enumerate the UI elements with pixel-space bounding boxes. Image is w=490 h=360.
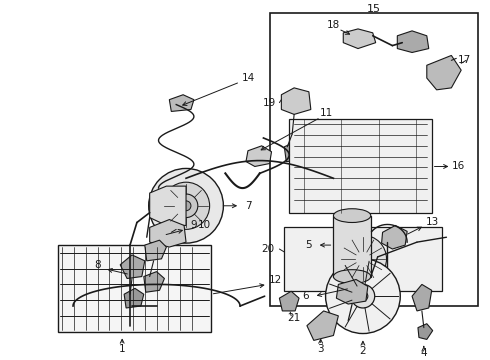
Text: 5: 5 — [306, 240, 312, 250]
Polygon shape — [124, 288, 144, 308]
Text: 14: 14 — [241, 73, 255, 83]
Text: 2: 2 — [360, 346, 366, 356]
Text: 7: 7 — [245, 201, 251, 211]
Text: 20: 20 — [261, 244, 274, 254]
Text: 4: 4 — [420, 348, 427, 358]
Text: 13: 13 — [426, 216, 440, 226]
Circle shape — [163, 182, 210, 229]
Text: 17: 17 — [458, 55, 471, 66]
Circle shape — [351, 284, 375, 308]
Ellipse shape — [333, 270, 371, 283]
Polygon shape — [337, 279, 368, 304]
Circle shape — [174, 194, 198, 217]
Text: 19: 19 — [263, 98, 276, 108]
Text: 6: 6 — [303, 291, 309, 301]
Circle shape — [358, 291, 368, 301]
Text: 3: 3 — [318, 344, 324, 354]
Polygon shape — [284, 142, 304, 162]
Circle shape — [325, 259, 400, 333]
Circle shape — [181, 201, 191, 211]
Polygon shape — [144, 272, 165, 292]
Polygon shape — [343, 29, 376, 49]
Polygon shape — [120, 255, 145, 279]
Bar — [284, 228, 441, 291]
Polygon shape — [382, 225, 407, 249]
Polygon shape — [170, 95, 194, 112]
Circle shape — [340, 235, 387, 283]
Text: 15: 15 — [367, 4, 381, 14]
Text: 1: 1 — [119, 344, 125, 354]
Text: 8: 8 — [94, 260, 101, 270]
Polygon shape — [246, 146, 271, 166]
Text: 12: 12 — [269, 275, 282, 285]
Text: 10: 10 — [198, 220, 211, 230]
Polygon shape — [307, 311, 339, 341]
Bar — [58, 245, 211, 332]
Polygon shape — [281, 88, 311, 114]
Ellipse shape — [333, 209, 371, 222]
Polygon shape — [149, 220, 186, 247]
Polygon shape — [397, 31, 429, 53]
Polygon shape — [279, 291, 299, 311]
Text: 16: 16 — [452, 162, 465, 171]
Text: 11: 11 — [320, 108, 333, 118]
Polygon shape — [149, 186, 186, 225]
Polygon shape — [412, 284, 432, 311]
Text: 18: 18 — [327, 20, 340, 30]
Circle shape — [148, 168, 223, 243]
Polygon shape — [145, 240, 167, 261]
Polygon shape — [418, 324, 433, 339]
Bar — [333, 216, 371, 276]
Text: 21: 21 — [288, 313, 301, 323]
Bar — [270, 13, 478, 306]
Text: 9: 9 — [191, 220, 197, 230]
Polygon shape — [427, 55, 461, 90]
Bar — [289, 119, 432, 213]
